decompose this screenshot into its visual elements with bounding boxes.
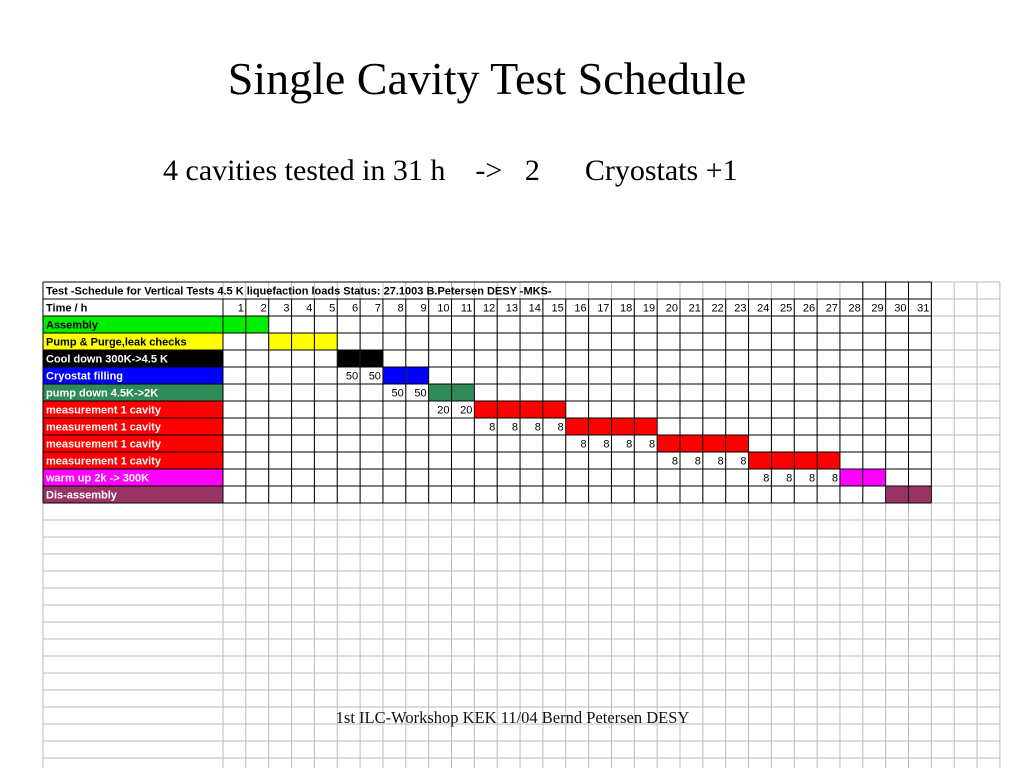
hour-tick-label: 3 [283, 303, 289, 315]
load-value: 50 [392, 388, 404, 400]
load-value: 8 [786, 473, 792, 485]
load-value: 8 [809, 473, 815, 485]
load-value: 8 [718, 456, 724, 468]
hour-tick-label: 17 [597, 303, 609, 315]
activity-label: Assembly [46, 320, 99, 332]
activity-label-cell [43, 418, 223, 435]
hour-tick-label: 23 [734, 303, 746, 315]
activity-label: measurement 1 cavity [46, 422, 162, 434]
hour-tick-label: 18 [620, 303, 632, 315]
hour-tick-label: 2 [261, 303, 267, 315]
activity-label: Cryostat filling [46, 371, 123, 383]
hour-tick-label: 16 [574, 303, 586, 315]
load-value: 50 [414, 388, 426, 400]
activity-label: Cool down 300K->4.5 K [46, 354, 168, 366]
activity-label-cell [43, 367, 223, 384]
activity-label: warm up 2k -> 300K [45, 473, 149, 485]
load-value: 8 [580, 439, 586, 451]
load-value: 8 [603, 439, 609, 451]
hour-tick-label: 28 [849, 303, 861, 315]
activity-label: measurement 1 cavity [46, 439, 162, 451]
hour-tick-label: 20 [666, 303, 678, 315]
hour-tick-label: 10 [437, 303, 449, 315]
activity-label: measurement 1 cavity [46, 456, 162, 468]
load-value: 8 [489, 422, 495, 434]
slide-title: Single Cavity Test Schedule [227, 53, 747, 104]
hour-tick-label: 22 [711, 303, 723, 315]
activity-label-cell [43, 469, 223, 486]
load-value: 8 [672, 456, 678, 468]
slide-subtitle: 4 cavities tested in 31 h -> 2 Cryostats… [163, 154, 738, 187]
activity-label: pump down 4.5K->2K [46, 388, 158, 400]
hour-tick-label: 9 [421, 303, 427, 315]
hour-tick-label: 15 [552, 303, 564, 315]
hour-tick-label: 25 [780, 303, 792, 315]
hour-tick-label: 8 [398, 303, 404, 315]
hour-tick-label: 7 [375, 303, 381, 315]
activity-label-cell [43, 452, 223, 469]
load-value: 8 [626, 439, 632, 451]
hour-tick-label: 13 [506, 303, 518, 315]
hour-tick-label: 12 [483, 303, 495, 315]
load-value: 8 [832, 473, 838, 485]
activity-label-cell [43, 350, 223, 367]
load-value: 50 [346, 371, 358, 383]
hour-tick-label: 21 [689, 303, 701, 315]
activity-label-cell [43, 384, 223, 401]
load-value: 20 [460, 405, 472, 417]
activity-label: Dis-assembly [46, 490, 118, 502]
load-value: 8 [535, 422, 541, 434]
hour-tick-label: 26 [803, 303, 815, 315]
time-label: Time / h [46, 303, 88, 315]
load-value: 8 [695, 456, 701, 468]
load-value: 50 [369, 371, 381, 383]
load-value: 8 [763, 473, 769, 485]
hour-tick-label: 27 [826, 303, 838, 315]
hour-tick-label: 11 [461, 303, 472, 315]
hour-tick-label: 4 [306, 303, 312, 315]
load-value: 8 [740, 456, 746, 468]
activity-label-cell [43, 333, 223, 350]
activity-label: Pump & Purge,leak checks [46, 337, 187, 349]
hour-tick-label: 29 [871, 303, 883, 315]
load-value: 8 [512, 422, 518, 434]
hour-tick-label: 14 [529, 303, 541, 315]
hour-tick-label: 6 [352, 303, 358, 315]
load-value: 8 [558, 422, 564, 434]
hour-tick-label: 24 [757, 303, 769, 315]
activity-bar [268, 333, 338, 350]
activity-label-cell [43, 401, 223, 418]
hour-tick-label: 19 [643, 303, 655, 315]
hour-tick-label: 31 [917, 303, 929, 315]
slide-footer: 1st ILC-Workshop KEK 11/04 Bernd Peterse… [335, 708, 690, 727]
activity-label-cell [43, 316, 223, 333]
hour-tick-label: 1 [238, 303, 244, 315]
load-value: 8 [649, 439, 655, 451]
activity-label-cell [43, 486, 223, 503]
hour-tick-label: 30 [894, 303, 906, 315]
load-value: 20 [437, 405, 449, 417]
activity-label: measurement 1 cavity [46, 405, 162, 417]
activity-label-cell [43, 435, 223, 452]
table-header-text: Test -Schedule for Vertical Tests 4.5 K … [46, 286, 552, 298]
hour-tick-label: 5 [329, 303, 335, 315]
